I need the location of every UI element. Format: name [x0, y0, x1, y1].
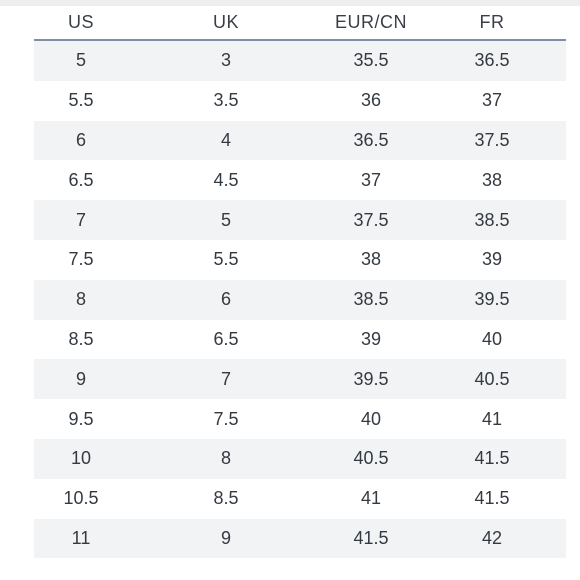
column-header-eur-cn: EUR/CN	[324, 6, 418, 41]
cell-fr: 40.5	[418, 359, 566, 400]
cell-fr: 38.5	[418, 200, 566, 240]
table-row: 7.5 5.5 38 39	[34, 239, 566, 280]
table-row: 11 9 41.5 42	[34, 518, 566, 559]
cell-uk: 4	[128, 120, 324, 161]
table-row: 10.5 8.5 41 41.5	[34, 478, 566, 519]
top-divider	[0, 0, 580, 6]
cell-fr: 38	[418, 160, 566, 201]
cell-uk: 5.5	[128, 239, 324, 280]
table-header-row: US UK EUR/CN FR	[34, 6, 566, 41]
cell-fr: 36.5	[418, 40, 566, 81]
cell-us: 7	[34, 200, 128, 240]
cell-eur-cn: 41	[324, 478, 418, 519]
cell-uk: 5	[128, 200, 324, 240]
cell-eur-cn: 35.5	[324, 40, 418, 81]
cell-fr: 37	[418, 80, 566, 121]
cell-fr: 39.5	[418, 279, 566, 320]
cell-us: 6.5	[34, 160, 128, 201]
cell-fr: 41.5	[418, 438, 566, 479]
cell-uk: 7	[128, 359, 324, 400]
table-row: 5 3 35.5 36.5	[34, 40, 566, 81]
cell-eur-cn: 36.5	[324, 120, 418, 161]
cell-us: 6	[34, 120, 128, 161]
column-header-uk: UK	[128, 6, 324, 41]
cell-us: 5.5	[34, 80, 128, 121]
cell-eur-cn: 39	[324, 319, 418, 360]
cell-us: 7.5	[34, 239, 128, 280]
cell-eur-cn: 37	[324, 160, 418, 201]
column-header-us: US	[34, 6, 128, 41]
cell-uk: 4.5	[128, 160, 324, 201]
cell-eur-cn: 38	[324, 239, 418, 280]
table-row: 9.5 7.5 40 41	[34, 399, 566, 439]
cell-eur-cn: 40.5	[324, 438, 418, 479]
cell-eur-cn: 41.5	[324, 518, 418, 559]
cell-us: 10.5	[34, 478, 128, 519]
cell-uk: 8	[128, 438, 324, 479]
cell-fr: 41.5	[418, 478, 566, 519]
table-row: 9 7 39.5 40.5	[34, 359, 566, 400]
cell-eur-cn: 36	[324, 80, 418, 121]
cell-fr: 41	[418, 399, 566, 439]
cell-us: 8	[34, 279, 128, 320]
table-row: 5.5 3.5 36 37	[34, 80, 566, 121]
cell-eur-cn: 37.5	[324, 200, 418, 240]
cell-eur-cn: 39.5	[324, 359, 418, 400]
cell-eur-cn: 38.5	[324, 279, 418, 320]
cell-uk: 7.5	[128, 399, 324, 439]
cell-fr: 37.5	[418, 120, 566, 161]
cell-us: 8.5	[34, 319, 128, 360]
cell-us: 9.5	[34, 399, 128, 439]
cell-us: 9	[34, 359, 128, 400]
column-header-fr: FR	[418, 6, 566, 41]
cell-eur-cn: 40	[324, 399, 418, 439]
cell-uk: 3	[128, 40, 324, 81]
cell-fr: 40	[418, 319, 566, 360]
table-row: 6 4 36.5 37.5	[34, 120, 566, 161]
cell-uk: 9	[128, 518, 324, 559]
shoe-size-conversion-table: US UK EUR/CN FR 5 3 35.5 36.5 5.5 3.5 36…	[34, 6, 566, 559]
table-row: 6.5 4.5 37 38	[34, 160, 566, 201]
cell-fr: 39	[418, 239, 566, 280]
cell-uk: 3.5	[128, 80, 324, 121]
cell-uk: 8.5	[128, 478, 324, 519]
table-row: 7 5 37.5 38.5	[34, 200, 566, 240]
table-row: 10 8 40.5 41.5	[34, 438, 566, 479]
cell-uk: 6	[128, 279, 324, 320]
table-row: 8.5 6.5 39 40	[34, 319, 566, 360]
cell-uk: 6.5	[128, 319, 324, 360]
cell-fr: 42	[418, 518, 566, 559]
table-row: 8 6 38.5 39.5	[34, 279, 566, 320]
cell-us: 5	[34, 40, 128, 81]
cell-us: 11	[34, 518, 128, 559]
cell-us: 10	[34, 438, 128, 479]
